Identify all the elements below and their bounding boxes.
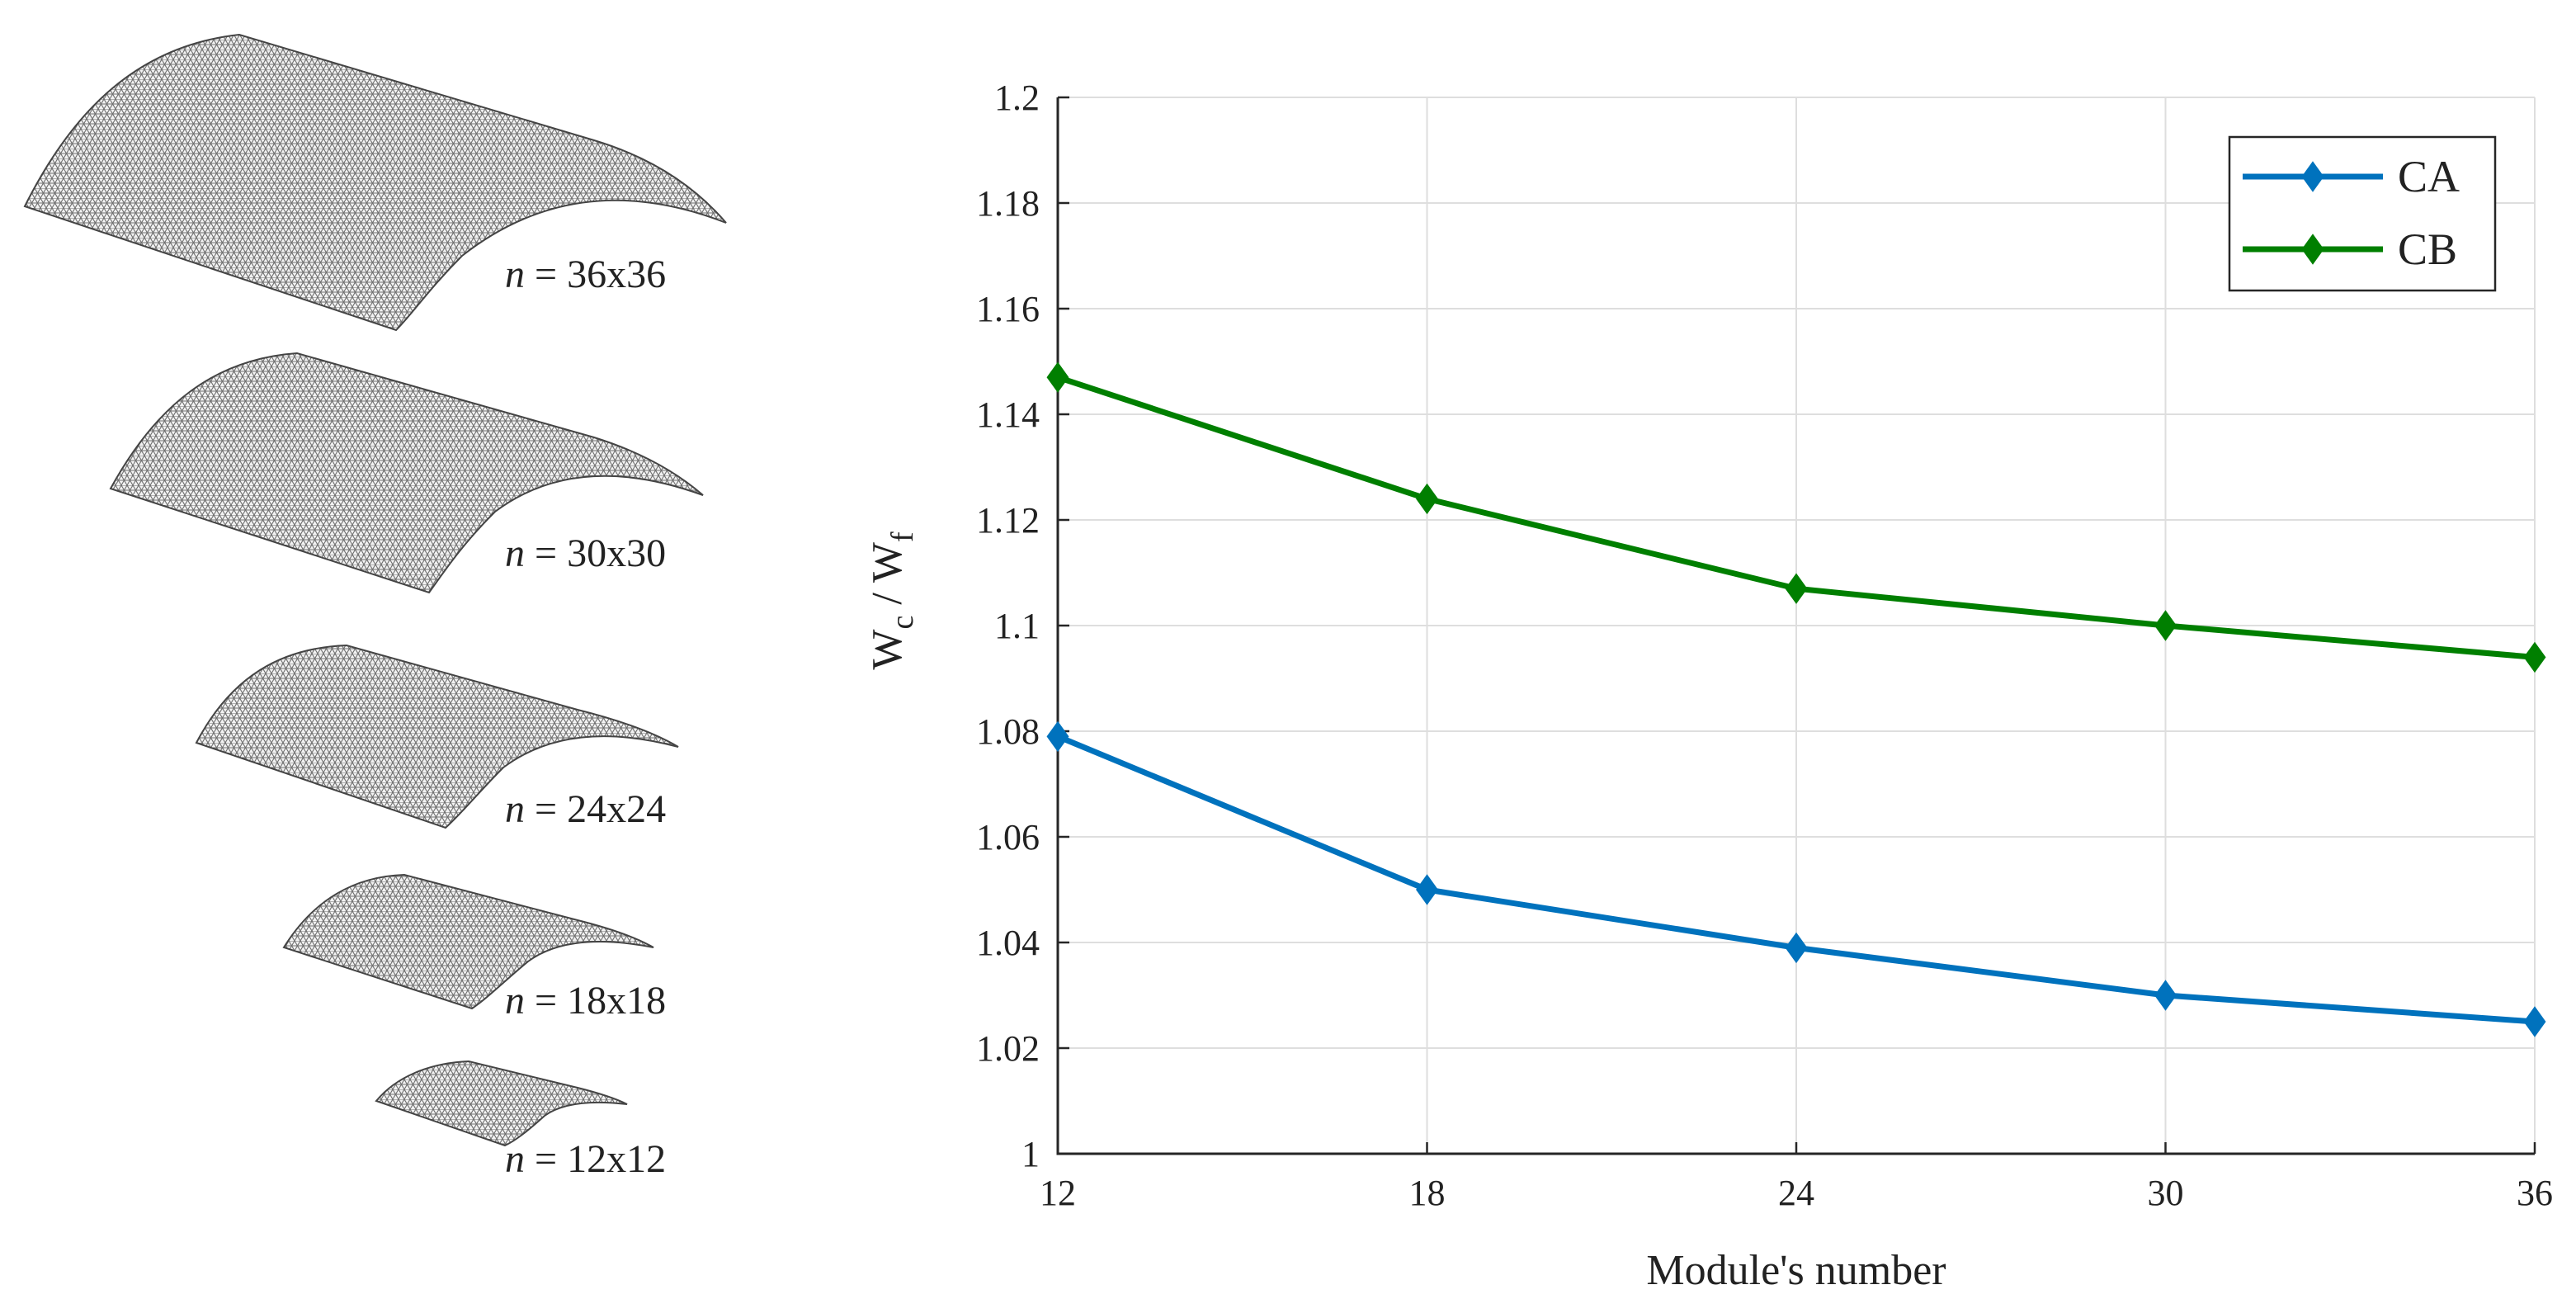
y-tick-labels: 1 1.02 1.04 1.06 1.08 1.1 1.12 1.14 1.16 1.18 1.2 (976, 78, 1069, 1174)
mesh-shell-18 (282, 873, 654, 1010)
y-tick-label: 1 (1021, 1134, 1040, 1174)
y-axis-label: Wc / Wf (864, 531, 920, 670)
legend-marker-cb (2301, 234, 2324, 265)
data-point-ca (2154, 980, 2177, 1011)
mesh-shell-30 (109, 352, 704, 594)
x-tick-label: 18 (1409, 1173, 1446, 1213)
mesh-label-30: n = 30x30 (505, 531, 666, 575)
data-point-cb (2154, 610, 2177, 641)
mesh-shell-36 (23, 33, 727, 332)
data-point-ca (1416, 874, 1438, 905)
data-point-cb (1046, 361, 1069, 393)
data-point-ca (2523, 1006, 2546, 1037)
legend: CA CB (2228, 135, 2497, 292)
data-point-ca (1046, 720, 1069, 753)
legend-label-cb: CB (2398, 224, 2457, 274)
x-tick-label: 12 (1040, 1173, 1076, 1213)
series-layer (1046, 361, 2546, 1037)
data-point-cb (1416, 483, 1438, 515)
data-point-cb (1785, 573, 1808, 604)
y-tick-label: 1.2 (994, 78, 1040, 118)
y-tick-label: 1.18 (976, 183, 1040, 224)
y-tick-label: 1.06 (976, 817, 1040, 857)
y-tick-label: 1.16 (976, 289, 1040, 329)
y-tick-label: 1.02 (976, 1028, 1040, 1069)
mesh-label-24: n = 24x24 (505, 787, 666, 831)
y-tick-label: 1.08 (976, 711, 1040, 752)
data-point-ca (1785, 932, 1808, 964)
x-axis-label: Module's number (1646, 1247, 1946, 1294)
y-tick-label: 1.04 (976, 923, 1040, 963)
legend-label-ca: CA (2398, 152, 2460, 201)
line-chart: 11.021.041.061.081.11.121.141.161.181.2 … (864, 78, 2553, 1294)
mesh-label-36: n = 36x36 (505, 253, 666, 296)
x-tick-label: 30 (2148, 1173, 2184, 1213)
x-tick-label: 24 (1778, 1173, 1814, 1213)
data-point-cb (2523, 641, 2546, 673)
mesh-shell-12 (375, 1060, 628, 1147)
y-tick-label: 1.1 (994, 606, 1040, 646)
mesh-label-12: n = 12x12 (505, 1137, 666, 1181)
mesh-panel: n = 36x36 n = 30x30 n = 24x24 n = 18x18 (23, 33, 727, 1181)
y-tick-label: 1.12 (976, 500, 1040, 541)
legend-box (2228, 135, 2497, 292)
y-tick-label: 1.14 (976, 394, 1040, 435)
mesh-shell-24 (195, 644, 679, 829)
x-tick-labels: 12 18 24 30 36 (1040, 1142, 2553, 1213)
x-tick-label: 36 (2517, 1173, 2553, 1213)
legend-marker-ca (2301, 161, 2324, 192)
mesh-label-18: n = 18x18 (505, 979, 666, 1023)
